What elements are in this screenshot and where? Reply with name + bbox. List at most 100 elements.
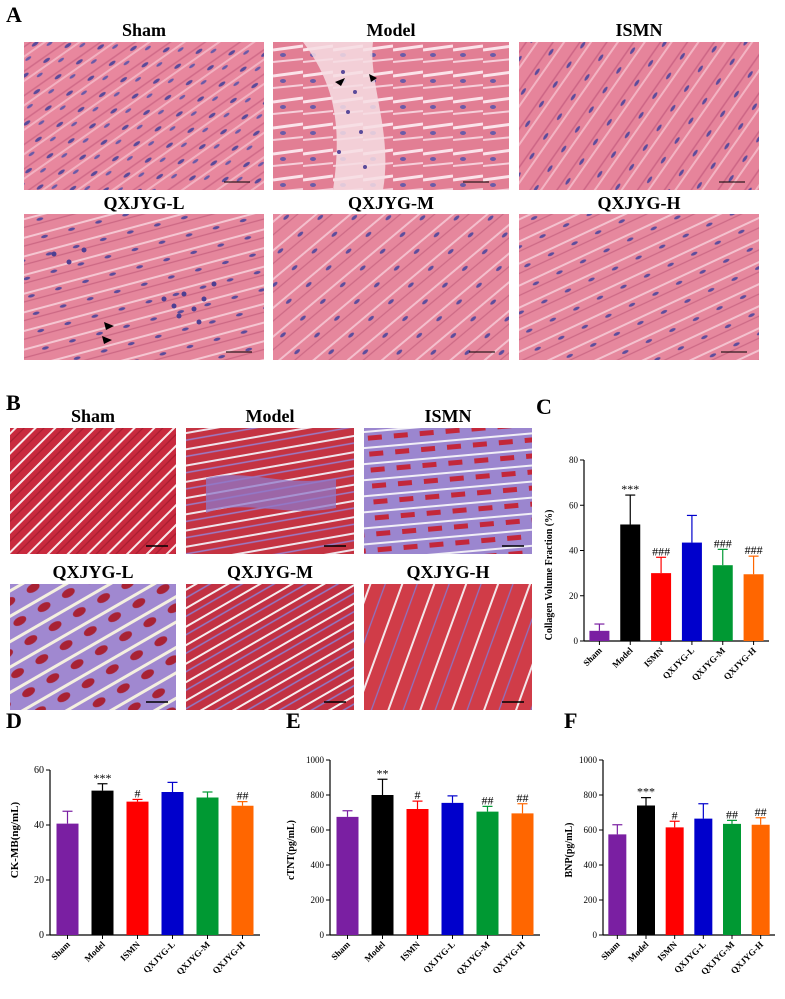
significance-label: ##: [237, 789, 249, 803]
x-tick-label: QXJYG-H: [722, 645, 758, 681]
significance-label: #: [135, 786, 141, 800]
bar: [608, 834, 627, 935]
y-tick-label: 800: [311, 790, 325, 800]
b-title-qxjyg-m: QXJYG-M: [227, 562, 313, 582]
significance-label: **: [377, 766, 389, 780]
chart-e: cTNT(pg/mL) 0 200 400 600 800 1000 Sham ** Model…: [286, 755, 540, 977]
significance-label: ##: [726, 807, 738, 821]
x-tick-label: ISMN: [398, 939, 422, 963]
significance-label: ###: [714, 536, 732, 550]
b-title-ismn: ISMN: [424, 406, 472, 426]
x-tick-label: Sham: [599, 939, 622, 962]
x-tick-label: Model: [363, 939, 388, 964]
bar: [406, 809, 429, 935]
a-title-qxjyg-h: QXJYG-H: [597, 193, 681, 213]
bar: [620, 524, 641, 641]
a-image-qxjyg-h: [519, 214, 759, 360]
a-title-ismn: ISMN: [615, 20, 663, 40]
significance-label: ***: [637, 785, 655, 799]
y-tick-label: 20: [34, 875, 44, 886]
y-tick-label: 800: [584, 790, 598, 800]
y-tick-label: 200: [311, 895, 325, 905]
b-image-ismn: [364, 428, 532, 554]
bar: [126, 801, 149, 935]
bar: [589, 630, 610, 641]
x-tick-label: QXJYG-L: [141, 939, 177, 975]
x-tick-label: QXJYG-L: [421, 939, 457, 975]
significance-label: ###: [652, 544, 670, 558]
bar: [712, 565, 733, 641]
y-tick-label: 600: [311, 825, 325, 835]
y-tick-label: 1000: [306, 755, 325, 765]
y-tick-label: 20: [569, 591, 579, 601]
bar: [743, 574, 764, 641]
significance-label: ###: [745, 543, 763, 557]
x-tick-label: Model: [626, 939, 651, 964]
b-title-qxjyg-l: QXJYG-L: [52, 562, 134, 582]
a-title-qxjyg-m: QXJYG-M: [348, 193, 434, 213]
bar: [651, 573, 672, 641]
b-image-qxjyg-h: [364, 584, 532, 710]
a-image-model: [273, 42, 509, 190]
bar: [91, 790, 114, 935]
b-image-sham: [10, 428, 176, 554]
panel-label-c: C: [536, 394, 552, 419]
a-image-qxjyg-l: [24, 214, 264, 360]
chart-c: Collagen Volume Fraction (%) 0 20 40 60 80 Sh…: [544, 455, 769, 683]
significance-label: ##: [482, 793, 494, 807]
y-tick-label: 0: [320, 930, 325, 940]
bar: [196, 797, 219, 935]
bar: [371, 795, 394, 935]
significance-label: ##: [755, 805, 767, 819]
a-image-ismn: [519, 42, 759, 190]
bar: [231, 805, 254, 935]
a-title-sham: Sham: [121, 20, 166, 40]
bar: [723, 823, 741, 935]
b-image-qxjyg-m: [186, 584, 354, 710]
y-tick-label: 0: [574, 636, 579, 646]
x-tick-label: Model: [83, 939, 108, 964]
bar: [694, 818, 713, 935]
bar: [751, 824, 770, 935]
b-image-qxjyg-l: [10, 584, 176, 710]
x-tick-label: QXJYG-M: [454, 939, 492, 977]
bar: [336, 816, 359, 935]
significance-label: #: [672, 808, 678, 822]
bar: [681, 542, 702, 641]
y-tick-label: 1000: [579, 755, 598, 765]
y-tick-label: 40: [34, 820, 44, 831]
x-tick-label: Sham: [581, 645, 604, 668]
panel-label-a: A: [6, 2, 22, 27]
y-tick-label: 400: [311, 860, 325, 870]
x-tick-label: Sham: [49, 939, 72, 962]
bar: [56, 823, 79, 935]
a-image-qxjyg-m: [273, 214, 509, 360]
x-tick-label: ISMN: [655, 939, 679, 963]
b-title-model: Model: [245, 406, 295, 426]
y-tick-label: 40: [569, 546, 579, 556]
y-tick-label: 0: [39, 930, 44, 941]
bar: [161, 792, 184, 935]
chart-f-ylabel: BNP(pg/mL): [564, 823, 575, 878]
x-tick-label: Model: [610, 645, 635, 670]
bar: [441, 802, 464, 935]
chart-e-ylabel: cTNT(pg/mL): [286, 820, 297, 880]
chart-f: BNP(pg/mL) 0 200 400 600 800 1000 Sham *** Model…: [564, 755, 775, 977]
chart-d-ylabel: CK-MB(ng/mL): [9, 801, 21, 878]
bar: [665, 827, 684, 935]
significance-label: ##: [517, 791, 529, 805]
x-tick-label: ISMN: [642, 645, 666, 669]
bar: [511, 813, 534, 935]
x-tick-label: QXJYG-M: [174, 939, 212, 977]
y-tick-label: 400: [584, 860, 598, 870]
bar: [637, 805, 655, 935]
panel-label-b: B: [6, 390, 21, 415]
y-tick-label: 80: [569, 455, 579, 465]
a-image-sham: [24, 42, 264, 190]
significance-label: ***: [621, 482, 639, 496]
bar: [476, 811, 499, 935]
b-title-qxjyg-h: QXJYG-H: [406, 562, 490, 582]
panel-label-e: E: [286, 708, 301, 733]
significance-label: ***: [94, 771, 112, 785]
